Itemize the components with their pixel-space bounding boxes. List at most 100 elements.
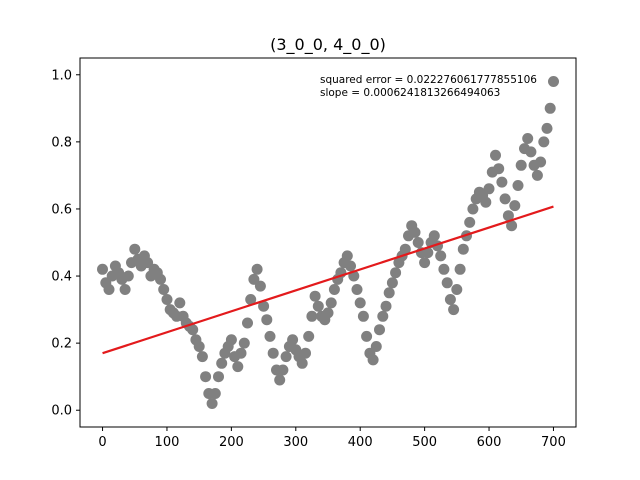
x-tick-label: 300 [283, 435, 308, 450]
data-point [155, 273, 166, 285]
data-point [454, 263, 466, 275]
data-point [312, 300, 324, 312]
data-point [419, 257, 431, 269]
data-point [158, 284, 170, 295]
data-point [174, 297, 186, 309]
y-tick-label: 0.0 [51, 404, 72, 419]
data-point [322, 307, 334, 319]
data-point [287, 334, 299, 346]
data-point [399, 243, 411, 255]
data-point [428, 230, 440, 242]
data-point [267, 347, 279, 359]
data-point [238, 337, 250, 349]
data-point [325, 297, 337, 309]
y-tick-label: 0.2 [51, 337, 72, 352]
x-tick-label: 200 [219, 435, 244, 450]
data-point [422, 247, 434, 259]
data-point [548, 76, 559, 87]
data-point [525, 146, 537, 158]
data-point [435, 250, 447, 262]
slope-annotation: slope = 0.0006241813266494063 [320, 87, 500, 99]
fit-line [102, 205, 554, 355]
data-point [506, 220, 518, 232]
data-point [129, 243, 141, 255]
data-point [357, 310, 369, 322]
data-point [245, 294, 257, 305]
data-point [309, 290, 321, 302]
data-point [213, 371, 224, 383]
data-point [209, 388, 221, 399]
data-point [341, 250, 353, 262]
data-point [119, 284, 131, 295]
data-point [441, 277, 453, 289]
data-point [242, 317, 253, 329]
data-point [206, 398, 218, 409]
data-point [409, 226, 421, 238]
data-point [544, 102, 556, 114]
y-axis-ticks: 0.0 0.2 0.4 0.6 0.8 1.0 [51, 68, 80, 419]
data-point [258, 300, 270, 312]
data-point [328, 284, 340, 295]
data-point [457, 243, 469, 255]
data-point [483, 183, 495, 195]
axes-frame [79, 57, 577, 428]
data-point [522, 133, 534, 144]
data-point [280, 351, 292, 363]
data-point [361, 330, 373, 342]
data-point [274, 374, 286, 386]
data-point [496, 176, 508, 188]
data-point [541, 122, 553, 134]
data-point [193, 341, 205, 352]
data-point [254, 280, 266, 292]
data-point [264, 330, 276, 342]
data-point [502, 210, 514, 222]
data-point [261, 314, 273, 326]
data-point [122, 270, 134, 282]
data-point [467, 203, 479, 215]
data-point [538, 136, 550, 148]
y-tick-label: 0.6 [51, 202, 72, 217]
x-tick-label: 100 [155, 435, 180, 450]
data-points [97, 76, 559, 409]
x-tick-label: 600 [477, 435, 502, 450]
data-point [354, 297, 366, 309]
data-point [493, 163, 505, 175]
data-point [374, 324, 385, 336]
data-point [535, 156, 547, 168]
data-point [251, 263, 263, 275]
data-point [480, 196, 492, 208]
data-point [225, 334, 237, 346]
data-point [196, 351, 208, 363]
data-point [370, 341, 382, 352]
chart-title: (3_0_0, 4_0_0) [270, 35, 386, 55]
data-point [386, 277, 398, 289]
data-point [377, 310, 389, 322]
data-point [531, 169, 543, 181]
data-point [216, 357, 228, 369]
x-tick-label: 0 [98, 435, 106, 450]
data-point [438, 263, 450, 275]
data-point [509, 200, 521, 212]
data-point [367, 354, 379, 366]
data-point [515, 159, 527, 171]
x-axis-ticks: 0 100 200 300 400 500 600 700 [98, 427, 566, 450]
data-point [390, 267, 402, 279]
data-point [161, 294, 173, 305]
data-point [345, 260, 356, 272]
data-point [444, 294, 456, 305]
data-point [451, 284, 463, 295]
y-tick-label: 0.4 [51, 270, 72, 285]
y-tick-label: 0.8 [51, 135, 72, 150]
data-point [296, 357, 308, 369]
data-point [97, 263, 108, 275]
data-point [490, 149, 501, 161]
data-point [300, 347, 311, 359]
data-point [235, 347, 247, 359]
data-point [448, 304, 460, 316]
x-tick-label: 700 [541, 435, 566, 450]
squared-error-annotation: squared error = 0.022276061777855106 [320, 74, 537, 86]
data-point [512, 180, 524, 191]
data-point [306, 310, 318, 322]
data-point [383, 287, 395, 299]
data-point [277, 364, 289, 376]
